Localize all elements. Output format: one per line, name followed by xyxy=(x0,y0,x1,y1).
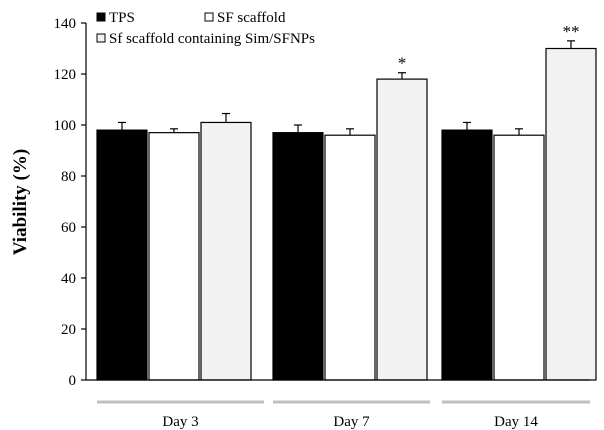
y-tick-label-140: 140 xyxy=(54,16,77,32)
y-tick-label-0: 0 xyxy=(69,373,77,389)
y-tick-label-80: 80 xyxy=(61,169,76,185)
significance-label-2: ** xyxy=(563,22,580,41)
bar-1-2 xyxy=(272,132,324,381)
bar-3-3 xyxy=(545,47,597,381)
category-label-2: Day 7 xyxy=(333,414,370,430)
legend-swatch-2 xyxy=(204,12,214,22)
bar-1-3 xyxy=(441,129,493,381)
category-label-3: Day 14 xyxy=(494,414,538,430)
legend-label-1: TPS xyxy=(109,10,135,26)
y-tick-label-20: 20 xyxy=(61,322,76,338)
significance-label-1: * xyxy=(398,54,407,73)
legend-swatch-3 xyxy=(96,33,106,43)
y-tick-label-60: 60 xyxy=(61,220,76,236)
legend-swatch-1 xyxy=(96,12,106,22)
legend-label-2: SF scaffold xyxy=(217,10,286,26)
y-tick-label-120: 120 xyxy=(54,67,77,83)
bar-3-1 xyxy=(200,121,252,381)
category-label-1: Day 3 xyxy=(162,414,198,430)
bar-2-3 xyxy=(493,134,545,381)
y-tick-label-40: 40 xyxy=(61,271,76,287)
bar-2-2 xyxy=(324,134,376,381)
y-tick-label-100: 100 xyxy=(54,118,77,134)
bar-1-1 xyxy=(96,129,148,381)
legend-label-3: Sf scaffold containing Sim/SFNPs xyxy=(109,31,315,47)
y-axis-label: Viability (%) xyxy=(10,149,31,255)
bar-3-2 xyxy=(376,78,428,381)
bar-2-1 xyxy=(148,132,200,381)
